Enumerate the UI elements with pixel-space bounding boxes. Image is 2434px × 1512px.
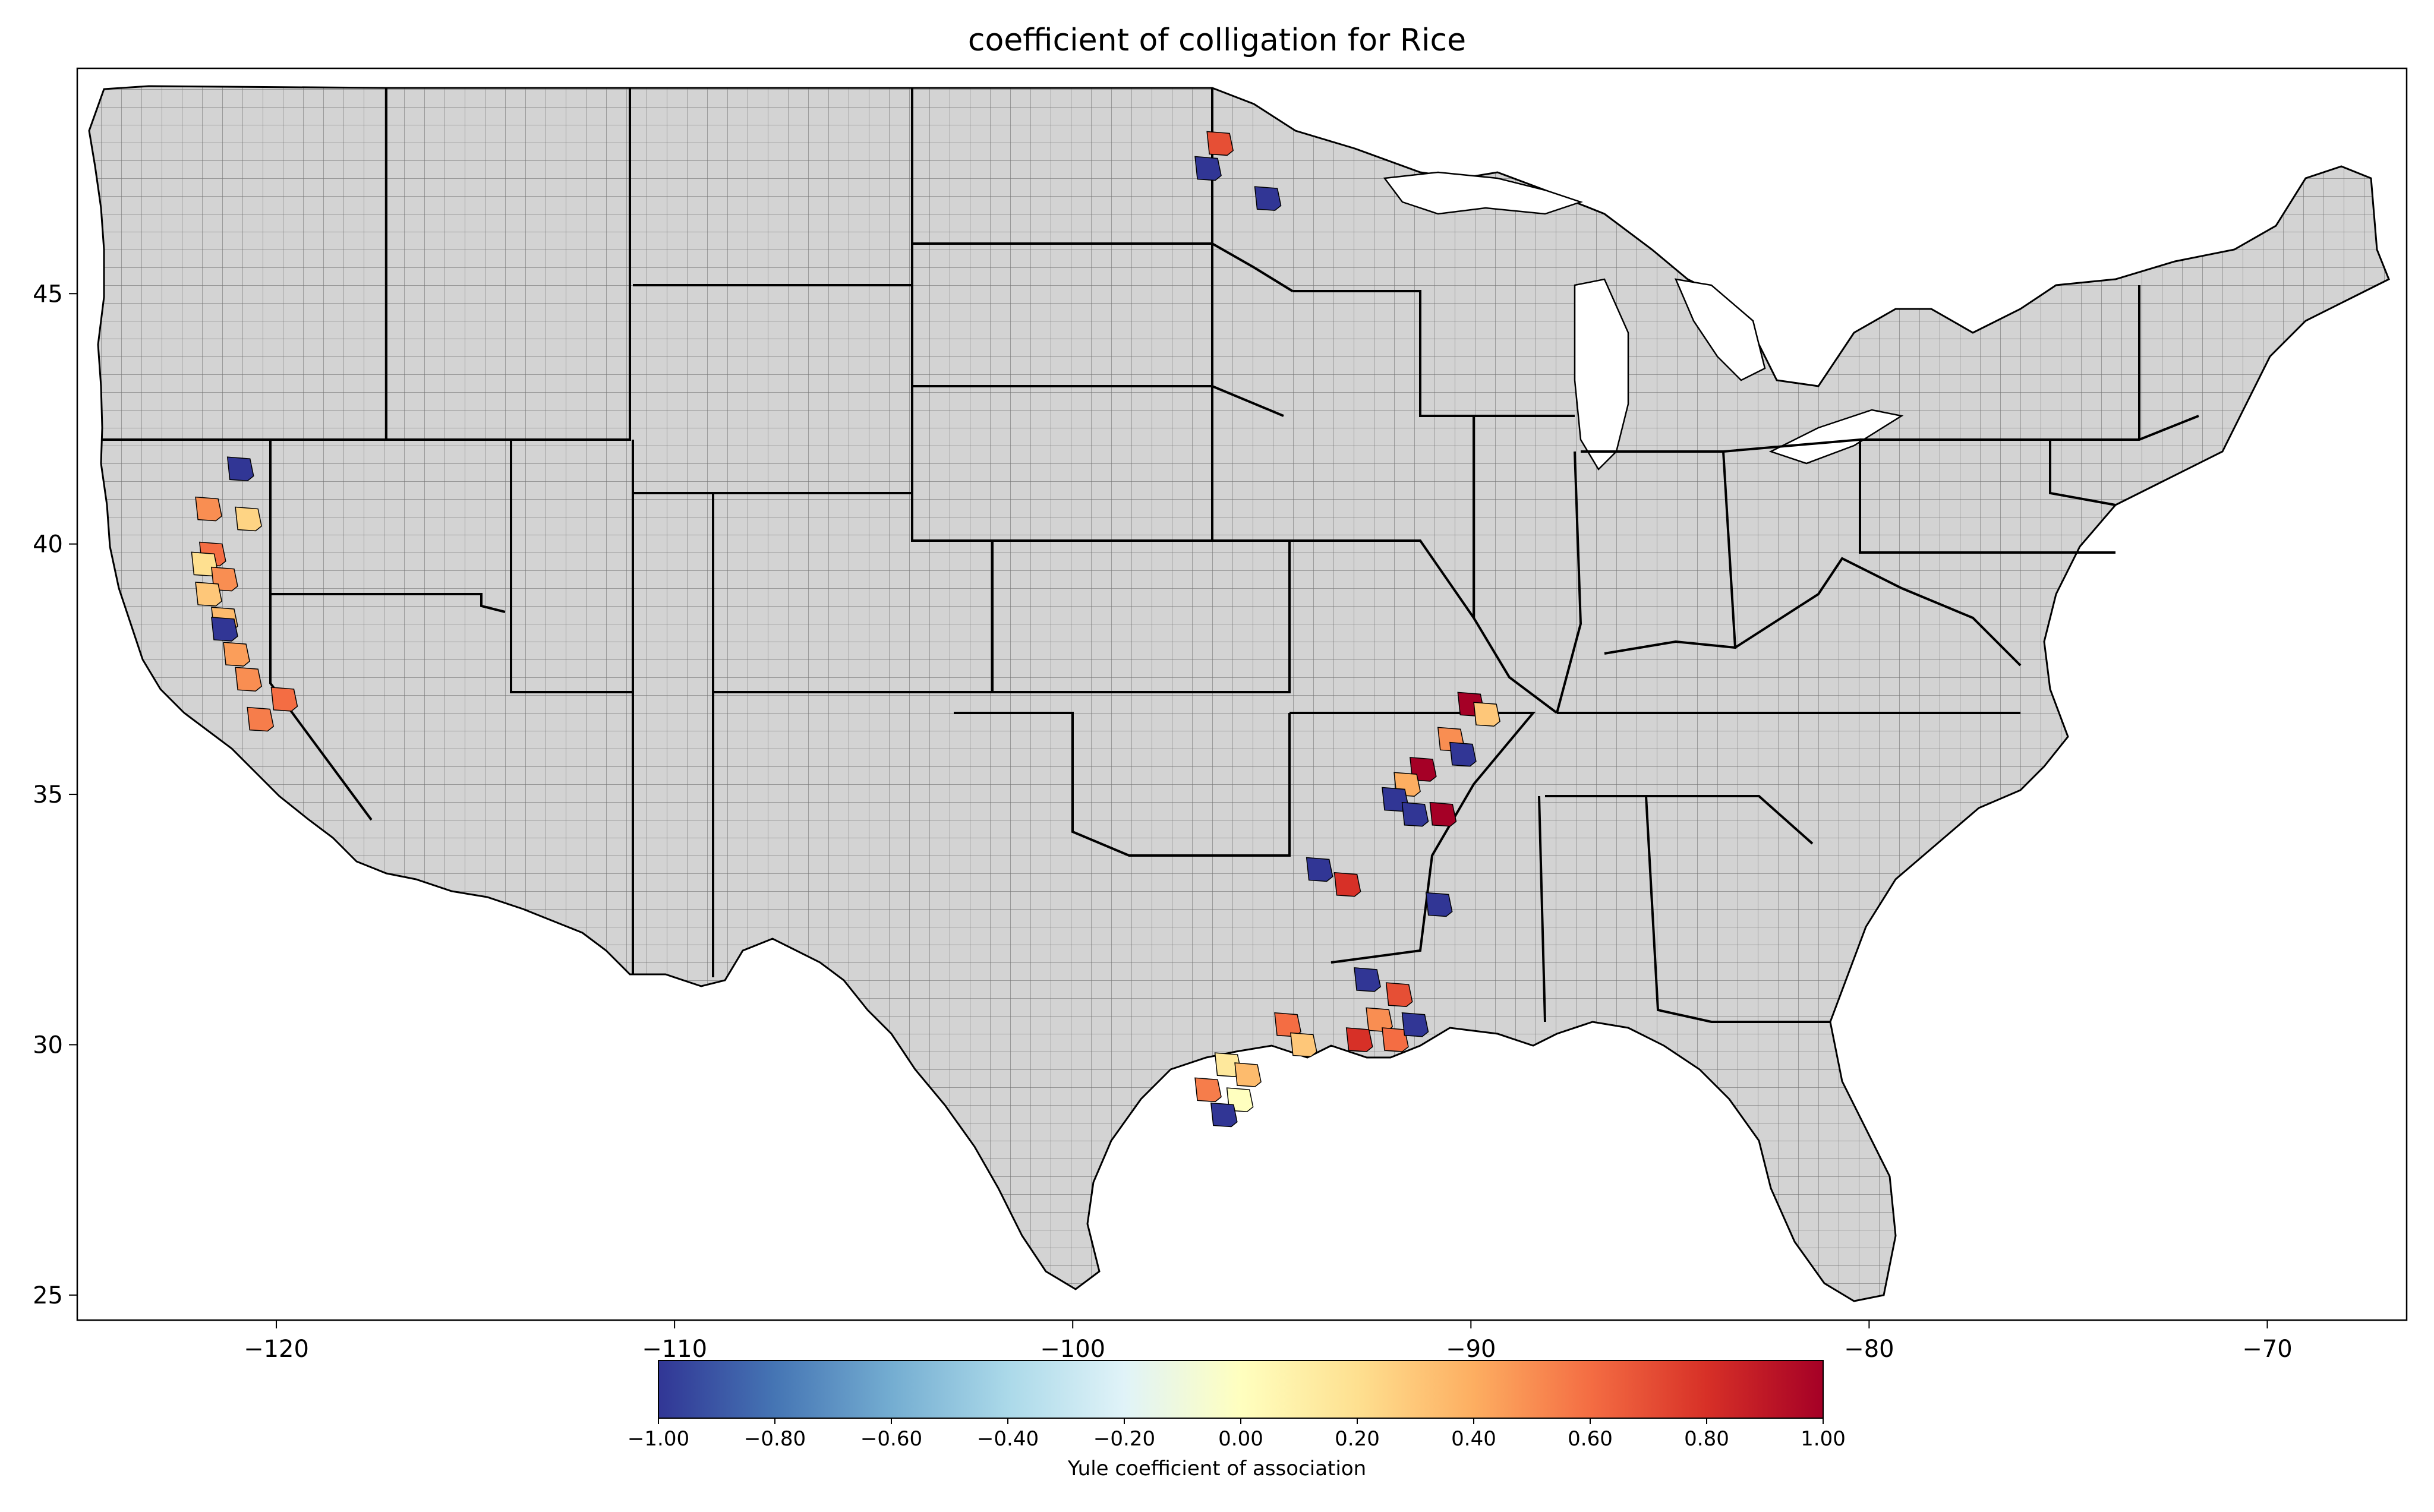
county-region xyxy=(1254,186,1282,211)
county-region xyxy=(223,642,250,667)
colorbar-label: Yule coefficient of association xyxy=(1067,1457,1367,1481)
county-lines xyxy=(89,86,2389,1301)
colorbar-tick-label: 0.80 xyxy=(1684,1427,1729,1451)
county-region xyxy=(1210,1102,1238,1128)
colorbar-tick-label: 0.00 xyxy=(1218,1427,1263,1451)
county-region xyxy=(1401,801,1429,827)
colorbar-tick-label: 0.60 xyxy=(1568,1427,1613,1451)
county-region xyxy=(1194,156,1222,181)
y-tick-label: 35 xyxy=(33,781,63,809)
county-region xyxy=(247,706,275,732)
x-tick-label: −90 xyxy=(1446,1336,1496,1363)
county-region xyxy=(1234,1062,1262,1087)
x-tick-label: −70 xyxy=(2242,1336,2292,1363)
y-tick-label: 30 xyxy=(33,1031,63,1059)
colorbar-tick-label: 0.40 xyxy=(1451,1427,1496,1451)
lake-huron xyxy=(1674,278,1766,381)
y-tick-label: 45 xyxy=(33,280,63,308)
us-landmass xyxy=(88,85,2390,1302)
colorbar-tick-label: −0.20 xyxy=(1093,1427,1155,1451)
county-region xyxy=(195,496,222,522)
colorbar-tick-label: −0.40 xyxy=(977,1427,1039,1451)
colorbar: −1.00 −0.80 −0.60 −0.40 −0.20 0.00 0.20 0.40 0.6… xyxy=(628,1360,1846,1451)
x-axis: −120 −110 −100 −90 −80 −70 xyxy=(244,1320,2293,1363)
colorbar-tick-label: −0.60 xyxy=(860,1427,922,1451)
county-region xyxy=(1345,1027,1373,1052)
county-region xyxy=(1206,131,1234,156)
county-region xyxy=(1306,857,1333,882)
x-tick-label: −120 xyxy=(244,1336,309,1363)
county-region xyxy=(270,687,298,712)
lake-erie xyxy=(1768,409,1904,465)
county-region xyxy=(235,506,262,532)
map-title: coefficient of colligation for Rice xyxy=(967,23,1467,58)
colorbar-tick-label: 1.00 xyxy=(1801,1427,1846,1451)
x-tick-label: −100 xyxy=(1040,1336,1105,1363)
county-region xyxy=(1333,872,1361,897)
county-region xyxy=(1429,801,1457,827)
lake-superior xyxy=(1383,171,1583,215)
colorbar-tick-label: 0.20 xyxy=(1335,1427,1380,1451)
county-region xyxy=(226,456,254,482)
y-tick-label: 40 xyxy=(33,531,63,558)
county-region xyxy=(1194,1077,1222,1103)
x-tick-label: −110 xyxy=(642,1336,707,1363)
colorbar-gradient xyxy=(658,1360,1824,1419)
county-region xyxy=(1473,702,1500,727)
county-region xyxy=(1425,892,1453,917)
county-region xyxy=(1401,1012,1429,1037)
county-region xyxy=(1290,1032,1317,1058)
y-axis: 45 40 35 30 25 xyxy=(33,280,77,1309)
state-borders xyxy=(101,88,2199,1023)
county-region xyxy=(211,617,238,642)
county-region xyxy=(195,582,222,607)
colorbar-ticks: −1.00 −0.80 −0.60 −0.40 −0.20 0.00 0.20 0.40 0.6… xyxy=(628,1418,1846,1451)
x-tick-label: −80 xyxy=(1844,1336,1894,1363)
county-region xyxy=(235,667,262,692)
highlighted-counties xyxy=(191,131,1500,1128)
county-region xyxy=(1385,982,1413,1007)
county-region xyxy=(1382,1027,1409,1052)
county-region xyxy=(1354,967,1381,992)
colorbar-tick-label: −0.80 xyxy=(744,1427,806,1451)
colorbar-tick-label: −1.00 xyxy=(628,1427,689,1451)
y-tick-label: 25 xyxy=(33,1282,63,1309)
county-region xyxy=(1449,741,1477,767)
